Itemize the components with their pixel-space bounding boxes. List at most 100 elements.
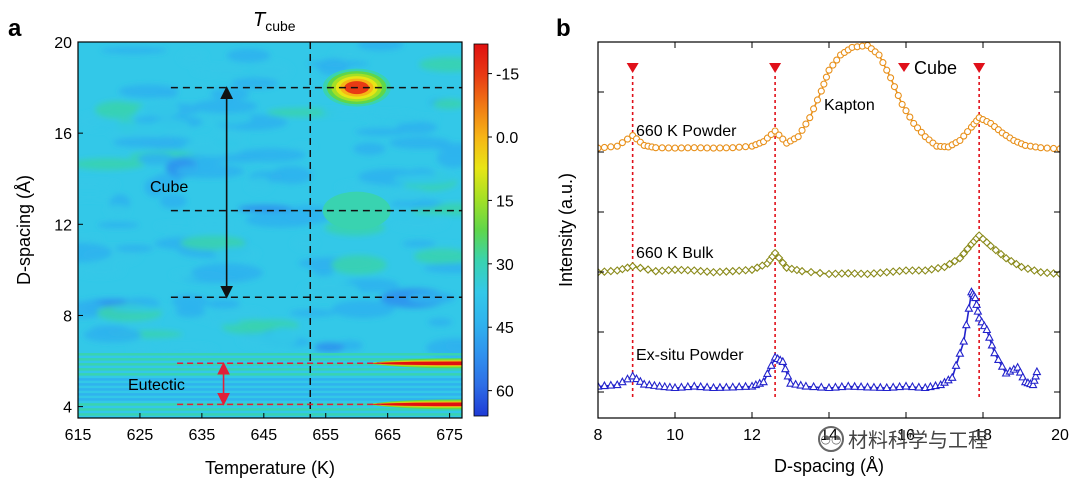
series-point — [734, 266, 744, 276]
heatmap-cell — [270, 166, 313, 184]
series-point — [816, 382, 826, 391]
series-point — [734, 381, 744, 391]
heatmap-cell — [171, 294, 209, 310]
series-point — [894, 91, 902, 100]
label-exsitu-powder: Ex-situ Powder — [636, 347, 744, 364]
series-point — [762, 368, 772, 378]
series-point — [598, 381, 603, 390]
series-point — [933, 263, 943, 273]
series-point — [1042, 268, 1052, 278]
series-point — [914, 382, 924, 391]
line-x-axis-label: D-spacing (Å) — [774, 456, 884, 476]
series-point — [991, 245, 1001, 255]
series-point — [990, 348, 999, 357]
series-point — [1012, 259, 1021, 269]
legend-cube-label: Cube — [914, 58, 957, 78]
heatmap-cell — [78, 263, 125, 278]
series-point — [879, 59, 887, 67]
heatmap-cell — [423, 263, 462, 274]
series-point — [882, 382, 892, 392]
heatmap-cell — [110, 305, 169, 312]
series-point — [670, 265, 680, 275]
series-point — [709, 267, 718, 277]
series-point — [955, 348, 965, 357]
series-point — [898, 100, 906, 108]
series-point — [882, 267, 892, 277]
heatmap-cell — [78, 242, 112, 263]
series-point — [696, 266, 705, 276]
series-point — [742, 143, 750, 151]
series-point — [902, 107, 910, 115]
heatmap-band — [78, 388, 462, 391]
series-point — [927, 265, 936, 274]
series-point — [901, 381, 911, 390]
heatmap-cell — [100, 46, 168, 54]
series-point — [895, 266, 904, 276]
series-point — [917, 128, 925, 136]
series-point — [677, 144, 685, 152]
hotspot-streak — [369, 402, 462, 407]
series-point — [895, 381, 905, 391]
series-point — [794, 133, 802, 141]
series-point — [632, 373, 641, 383]
heatmap-band — [78, 413, 462, 416]
series-point — [913, 124, 922, 132]
series-point — [683, 265, 693, 275]
series-point — [801, 381, 811, 390]
series-point — [1030, 266, 1039, 275]
series-point — [970, 292, 980, 302]
series-point — [1032, 366, 1042, 376]
heatmap-cell — [385, 187, 429, 202]
series-point — [956, 136, 964, 145]
panel-a-title: Tcube — [253, 9, 296, 34]
series-point — [986, 241, 995, 251]
series-point — [664, 265, 673, 275]
heatmap-band — [78, 383, 462, 386]
heatmap-cell — [410, 207, 456, 215]
heatmap-cell — [314, 342, 345, 353]
line-y-axis-label: Intensity (a.u.) — [556, 173, 576, 287]
heatmap-cell — [320, 108, 380, 117]
heatmap-cell — [432, 98, 462, 110]
line-plot-area — [598, 42, 1060, 400]
series-point — [856, 381, 866, 391]
series-point — [806, 267, 816, 277]
series-point — [830, 382, 840, 391]
series-point — [652, 144, 660, 152]
series-point — [906, 113, 914, 121]
heatmap-cell — [156, 344, 218, 355]
series-point — [1056, 145, 1060, 153]
series-point — [964, 303, 974, 312]
series-point — [831, 269, 840, 279]
series-point — [783, 371, 793, 380]
series-point — [950, 256, 960, 266]
heatmap-cell — [175, 164, 245, 179]
heatmap-texture — [78, 42, 462, 358]
series-point — [901, 266, 911, 275]
series-point — [951, 360, 961, 369]
series-point — [623, 135, 632, 143]
series-point — [829, 61, 837, 69]
series-point — [837, 269, 847, 278]
series-point — [797, 266, 807, 276]
heatmap-cell — [413, 248, 462, 265]
series-point — [993, 354, 1003, 364]
colorbar-tick-label: 0.0 — [496, 130, 518, 147]
heatmap-band — [78, 363, 462, 366]
colorbar-tick-label: 60 — [496, 384, 514, 401]
heatmap-x-tick-label: 635 — [189, 427, 216, 444]
heatmap-plot-area — [78, 42, 462, 418]
series-point — [1028, 379, 1038, 389]
series-point — [728, 382, 738, 391]
line-x-tick-label: 10 — [666, 427, 684, 444]
heatmap-cell — [226, 48, 271, 63]
series-point — [843, 269, 853, 278]
series-point — [1017, 262, 1026, 272]
heatmap-band — [78, 378, 462, 381]
heatmap-cell — [230, 77, 279, 90]
heatmap-cell — [245, 212, 316, 228]
heatmap-cell — [213, 246, 260, 261]
heatmap-cell — [306, 60, 370, 67]
heatmap-cell — [78, 158, 145, 170]
hotspot-streak — [369, 361, 462, 366]
